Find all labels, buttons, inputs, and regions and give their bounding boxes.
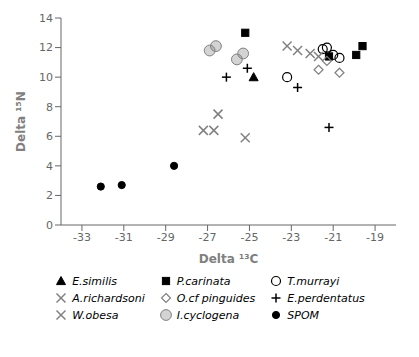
svg-text:0: 0 [46, 219, 53, 232]
html-text:I.cyclogena: I.cyclogena [176, 308, 240, 322]
svg-text:Delta ¹⁵N: Delta ¹⁵N [14, 91, 28, 152]
html-text:E.perdentatus: E.perdentatus [287, 291, 365, 305]
html-text:P.carinata: P.carinata [176, 274, 231, 288]
svg-text:10: 10 [39, 71, 53, 84]
svg-text:-27: -27 [199, 231, 217, 244]
svg-text:Delta ¹³C: Delta ¹³C [199, 252, 259, 266]
svg-text:6: 6 [46, 130, 53, 143]
svg-text:-19: -19 [366, 231, 384, 244]
svg-text:12: 12 [39, 41, 53, 54]
html-text:A.richardsoni: A.richardsoni [72, 291, 145, 305]
svg-text:8: 8 [46, 101, 53, 114]
svg-text:-29: -29 [157, 231, 175, 244]
svg-text:-25: -25 [240, 231, 258, 244]
svg-text:-33: -33 [73, 231, 91, 244]
svg-text:-23: -23 [282, 231, 300, 244]
html-text:E.similis: E.similis [72, 274, 117, 288]
svg-text:4: 4 [46, 160, 53, 173]
svg-text:-21: -21 [324, 231, 342, 244]
html-text:SPOM: SPOM [287, 308, 320, 322]
svg-text:-31: -31 [115, 231, 133, 244]
html-text:W.obesa: W.obesa [72, 308, 119, 322]
html-text:O.cf pinguides: O.cf pinguides [176, 291, 256, 305]
html-text:T.murrayi: T.murrayi [287, 274, 340, 288]
svg-text:14: 14 [39, 12, 53, 25]
svg-text:2: 2 [46, 189, 53, 202]
